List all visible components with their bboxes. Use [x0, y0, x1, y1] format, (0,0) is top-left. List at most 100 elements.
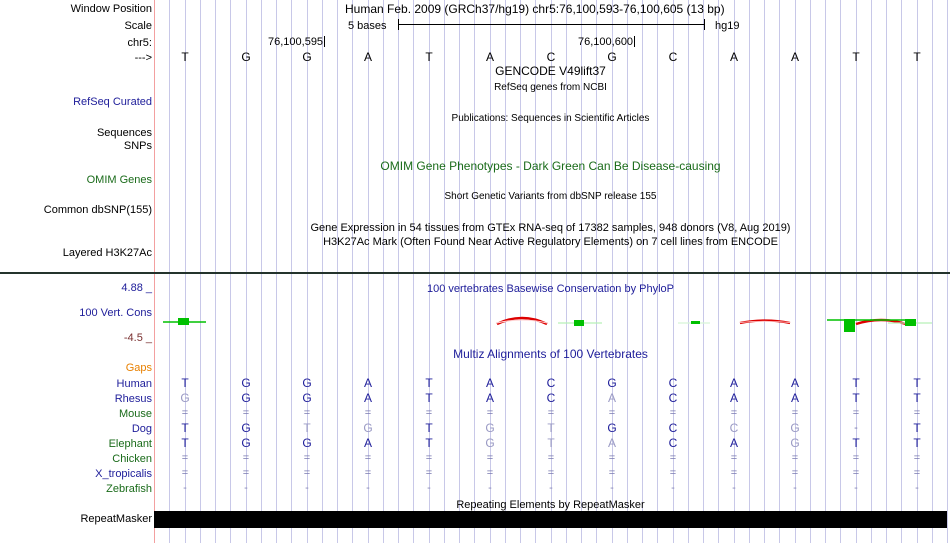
- label-species-dog[interactable]: Dog: [131, 423, 152, 435]
- alignment-base: C: [729, 421, 739, 435]
- assembly-db-label: hg19: [715, 20, 740, 32]
- alignment-base: =: [730, 407, 738, 419]
- alignment-base: G: [302, 376, 312, 390]
- alignment-base: =: [791, 452, 799, 464]
- label-species-rhesus[interactable]: Rhesus: [114, 393, 152, 405]
- alignment-base: -: [732, 482, 736, 494]
- dbsnp-track-title: Short Genetic Variants from dbSNP releas…: [444, 191, 657, 202]
- h3k27ac-track-title: H3K27Ac Mark (Often Found Near Active Re…: [323, 236, 778, 248]
- alignment-base: =: [364, 407, 372, 419]
- alignment-base: T: [547, 436, 555, 450]
- scale-bar-label: 5 bases: [348, 20, 387, 32]
- alignment-row-x_tropicalis: = = = = = = = = = = = = =: [154, 467, 947, 482]
- alignment-base: =: [486, 407, 494, 419]
- alignment-base: =: [547, 407, 555, 419]
- alignment-base: T: [181, 436, 189, 450]
- alignment-base: =: [669, 467, 677, 479]
- assembly-position-line: Human Feb. 2009 (GRCh37/hg19) chr5:76,10…: [345, 2, 725, 16]
- alignment-base: T: [547, 421, 555, 435]
- alignment-base: C: [668, 376, 678, 390]
- label-species-elephant[interactable]: Elephant: [108, 438, 152, 450]
- alignment-base: T: [181, 421, 189, 435]
- alignment-base: =: [425, 467, 433, 479]
- alignment-base: =: [425, 452, 433, 464]
- alignment-base: T: [181, 376, 189, 390]
- alignment-base: -: [183, 482, 187, 494]
- cons-bar-group: [163, 316, 932, 332]
- alignment-base: -: [427, 482, 431, 494]
- label-repeatmasker[interactable]: RepeatMasker: [80, 513, 152, 525]
- scale-bar: [398, 19, 705, 30]
- alignment-base: =: [913, 452, 921, 464]
- gtex-track-title: Gene Expression in 54 tissues from GTEx …: [310, 222, 791, 234]
- alignment-base: A: [363, 376, 372, 390]
- label-snps[interactable]: SNPs: [123, 140, 152, 152]
- ruler-base: A: [790, 50, 799, 64]
- alignment-base: -: [915, 482, 919, 494]
- cons-axis-max: 4.88 _: [121, 282, 152, 294]
- alignment-base: =: [303, 452, 311, 464]
- alignment-base: -: [854, 422, 858, 434]
- omim-track-title: OMIM Gene Phenotypes - Dark Green Can Be…: [380, 159, 721, 173]
- label-scale: Scale: [124, 20, 152, 32]
- alignment-base: =: [730, 467, 738, 479]
- track-label-column: Window Position Scale chr5: ---> RefSeq …: [0, 0, 154, 543]
- ruler-base: G: [302, 50, 312, 64]
- alignment-base: A: [729, 391, 738, 405]
- label-strand-arrow: --->: [134, 52, 152, 64]
- conservation-phylop-chart: [163, 316, 932, 332]
- alignment-base: T: [913, 421, 921, 435]
- conservation-plot[interactable]: [154, 290, 947, 345]
- ruler-base: G: [241, 50, 251, 64]
- alignment-base: =: [669, 452, 677, 464]
- alignment-base: C: [668, 421, 678, 435]
- alignment-base: -: [793, 482, 797, 494]
- alignment-base: A: [363, 391, 372, 405]
- alignment-base: T: [425, 376, 433, 390]
- repeatmasker-bar[interactable]: [154, 511, 947, 528]
- alignment-base: =: [303, 467, 311, 479]
- alignment-base: -: [366, 482, 370, 494]
- alignment-row-zebrafish: -------------: [154, 482, 947, 497]
- alignment-base: =: [852, 407, 860, 419]
- label-species-zebrafish[interactable]: Zebrafish: [106, 483, 152, 495]
- alignment-base: T: [425, 391, 433, 405]
- alignment-base: =: [425, 407, 433, 419]
- label-species-mouse[interactable]: Mouse: [118, 408, 152, 420]
- alignment-row-mouse: = = = = = = = = = = = = =: [154, 407, 947, 422]
- label-sequences[interactable]: Sequences: [96, 127, 152, 139]
- alignment-base: A: [607, 391, 616, 405]
- alignment-base: =: [486, 467, 494, 479]
- alignment-base: =: [852, 452, 860, 464]
- ruler-base: T: [852, 50, 860, 64]
- multiz-track-title: Multiz Alignments of 100 Vertebrates: [453, 347, 648, 361]
- alignment-base: G: [790, 421, 800, 435]
- alignment-base: A: [607, 436, 616, 450]
- ruler-base: T: [181, 50, 189, 64]
- alignment-base: C: [546, 391, 556, 405]
- alignment-base: G: [241, 391, 251, 405]
- label-layered-h3k27ac[interactable]: Layered H3K27Ac: [62, 247, 152, 259]
- alignment-base: A: [363, 436, 372, 450]
- alignment-base: A: [790, 376, 799, 390]
- label-species-x-tropicalis[interactable]: X_tropicalis: [95, 468, 152, 480]
- alignment-base: =: [181, 452, 189, 464]
- alignment-base: C: [546, 376, 556, 390]
- label-omim-genes[interactable]: OMIM Genes: [86, 174, 152, 186]
- ruler-base: A: [485, 50, 494, 64]
- alignment-base: G: [607, 421, 617, 435]
- label-species-chicken[interactable]: Chicken: [112, 453, 152, 465]
- label-refseq-curated[interactable]: RefSeq Curated: [73, 96, 152, 108]
- alignment-base: -: [488, 482, 492, 494]
- alignment-base: G: [302, 436, 312, 450]
- label-common-dbsnp[interactable]: Common dbSNP(155): [43, 204, 152, 216]
- alignment-base: T: [852, 436, 860, 450]
- label-gaps[interactable]: Gaps: [125, 362, 152, 374]
- alignment-base: =: [608, 452, 616, 464]
- label-100-vert-cons[interactable]: 100 Vert. Cons: [79, 307, 152, 319]
- alignment-base: =: [242, 467, 250, 479]
- label-species-human[interactable]: Human: [116, 378, 152, 390]
- gencode-track-title: GENCODE V49lift37: [495, 64, 606, 78]
